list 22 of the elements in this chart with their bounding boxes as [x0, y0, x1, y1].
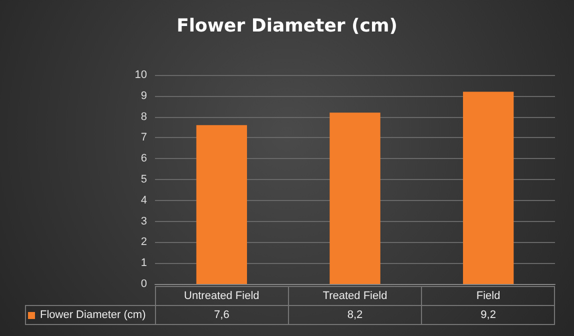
y-tick-label: 4 [140, 194, 147, 206]
data-label: 9,2 [422, 306, 555, 324]
y-tick-label: 0 [140, 278, 147, 290]
legend-label: Flower Diameter (cm) [26, 306, 155, 324]
data-label: 8,2 [288, 306, 422, 324]
bar [463, 92, 514, 284]
x-tick-label: Untreated Field [155, 286, 288, 306]
y-tick-label: 5 [140, 174, 147, 186]
y-tick-label: 8 [140, 110, 147, 123]
x-tick-label: Treated Field [288, 286, 422, 306]
bar [196, 125, 247, 284]
y-tick-label: 9 [140, 90, 147, 102]
y-tick-label: 3 [140, 215, 147, 228]
data-label: 7,6 [155, 306, 288, 324]
y-tick-label: 7 [140, 132, 147, 144]
y-tick-label: 6 [140, 152, 147, 165]
y-tick-label: 2 [140, 236, 147, 248]
x-tick-label: Field [422, 286, 555, 306]
y-tick-label: 10 [134, 69, 147, 81]
chart-title: Flower Diameter (cm) [176, 16, 398, 36]
y-tick-label: 1 [140, 257, 147, 270]
bar [330, 112, 380, 284]
